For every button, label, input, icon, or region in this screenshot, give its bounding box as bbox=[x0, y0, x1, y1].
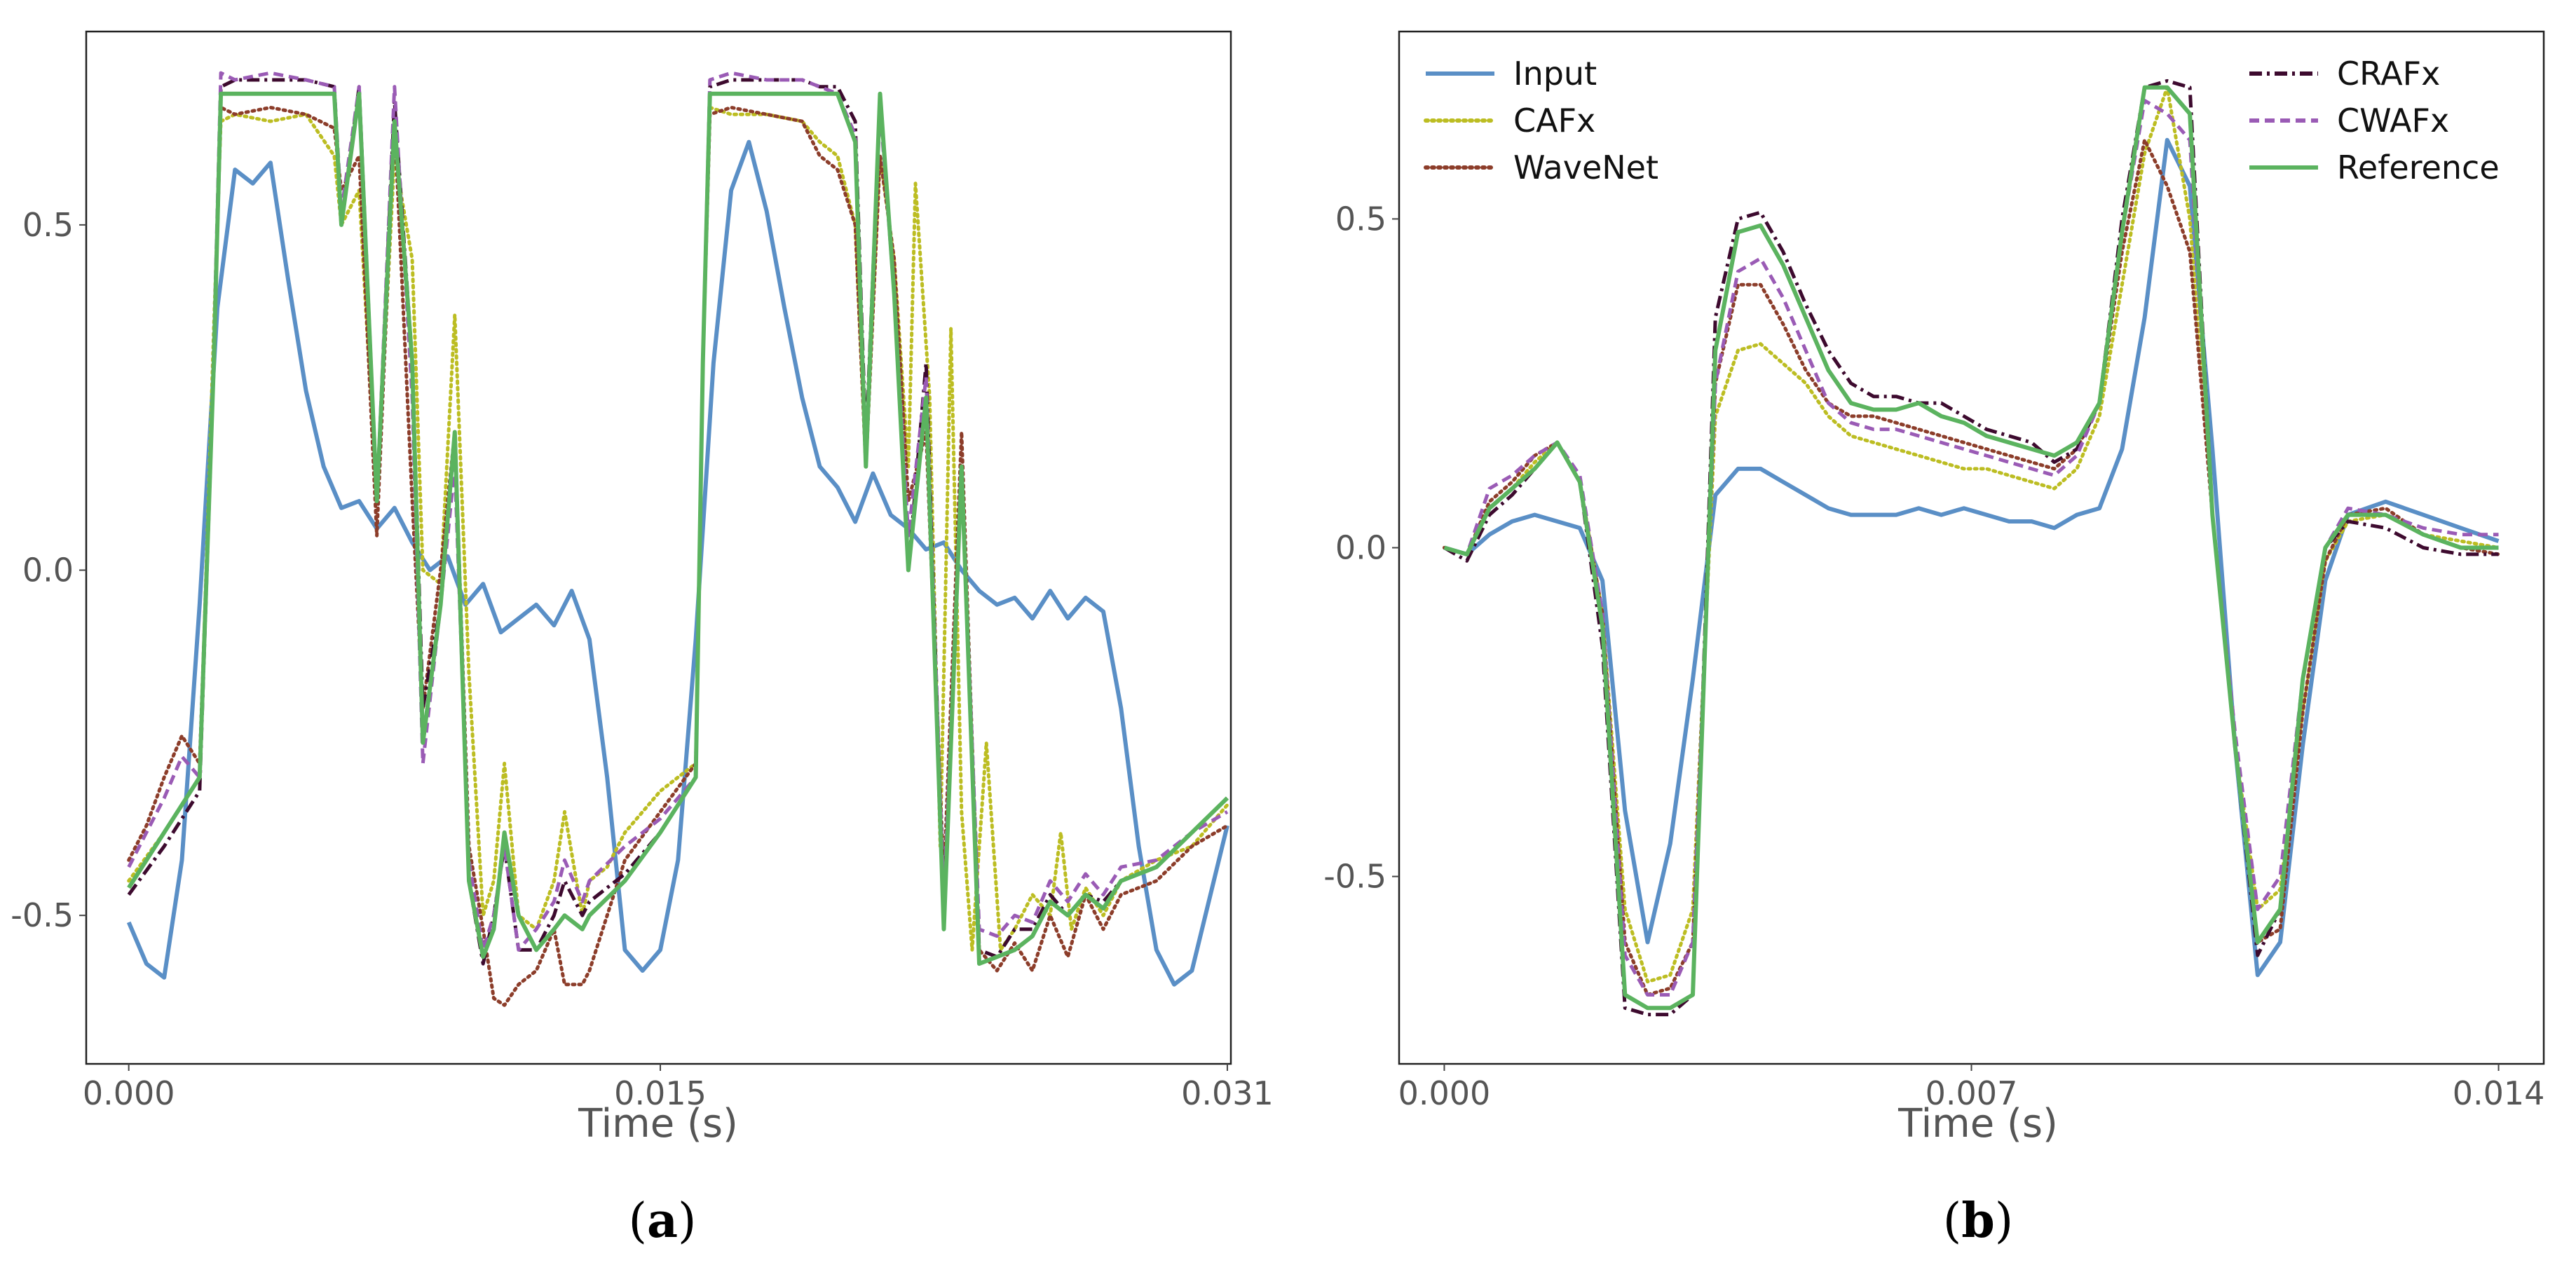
tick-group-b: 0.000 0.007 0.014 0.5 0.0 -0.5 bbox=[1323, 200, 2544, 1112]
series-line-reference-a bbox=[127, 91, 1229, 966]
caption-b-open: ( bbox=[1943, 1194, 1962, 1249]
series-line-input-b bbox=[1443, 137, 2500, 978]
x-axis-label-a: Time (s) bbox=[578, 1101, 738, 1147]
x-tick-label-b-0: 0.000 bbox=[1398, 1074, 1491, 1112]
y-tick-label-b-0: 0.5 bbox=[1335, 200, 1386, 238]
caption-a-close: ) bbox=[678, 1194, 697, 1249]
caption-a-open: ( bbox=[628, 1194, 647, 1249]
y-tick-label-a-1: 0.0 bbox=[22, 552, 74, 589]
y-tick-label-b-2: -0.5 bbox=[1323, 858, 1386, 896]
caption-b: (b) bbox=[1943, 1193, 2014, 1249]
legend-label-input: Input bbox=[1513, 55, 1597, 93]
caption-b-close: ) bbox=[1995, 1194, 2014, 1249]
legend-label-crafx: CRAFx bbox=[2337, 55, 2440, 93]
legend-label-cafx: CAFx bbox=[1513, 102, 1595, 139]
chart-panel-b: 0.000 0.007 0.014 0.5 0.0 -0.5 Input CAFx WaveN… bbox=[1323, 30, 2544, 1147]
series-line-cwafx-a bbox=[127, 71, 1229, 952]
series-line-input-a bbox=[126, 139, 1229, 987]
x-tick-label-b-1: 0.007 bbox=[1926, 1074, 2018, 1112]
legend-label-reference: Reference bbox=[2337, 149, 2500, 186]
x-tick-label-a-1: 0.015 bbox=[614, 1074, 707, 1112]
y-tick-label-b-1: 0.0 bbox=[1335, 529, 1386, 567]
y-tick-label-a-0: 0.5 bbox=[22, 206, 74, 244]
series-group-a bbox=[126, 71, 1229, 1007]
tick-group-a: 0.000 0.015 0.031 0.5 0.0 -0.5 bbox=[11, 206, 1274, 1112]
x-tick-label-a-2: 0.031 bbox=[1181, 1074, 1274, 1112]
caption-a-letter: a bbox=[647, 1193, 678, 1249]
legend-label-wavenet: WaveNet bbox=[1513, 149, 1658, 186]
caption-a: (a) bbox=[628, 1193, 696, 1249]
series-group-b bbox=[1443, 78, 2500, 1017]
x-tick-label-a-0: 0.000 bbox=[83, 1074, 175, 1112]
caption-b-letter: b bbox=[1961, 1193, 1995, 1249]
x-tick-label-b-2: 0.014 bbox=[2453, 1074, 2545, 1112]
legend-label-cwafx: CWAFx bbox=[2337, 102, 2449, 139]
legend-b: Input CAFx WaveNet CRAFx CWAFx Reference bbox=[1424, 55, 2500, 186]
x-axis-label-b: Time (s) bbox=[1897, 1101, 2058, 1147]
y-tick-label-a-2: -0.5 bbox=[11, 896, 74, 934]
series-line-reference-b bbox=[1443, 85, 2499, 1011]
chart-panel-a: 0.000 0.015 0.031 0.5 0.0 -0.5 Time (s) bbox=[11, 30, 1274, 1147]
